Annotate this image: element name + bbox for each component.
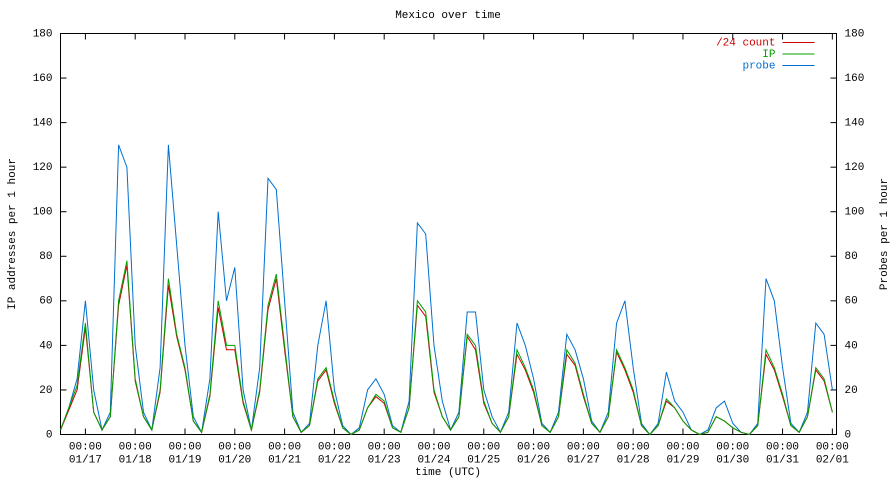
legend-label: IP [762,49,776,61]
x-tick-label: 00:00 01/25 [467,441,500,466]
x-tick-label: 00:00 01/27 [567,441,600,466]
x-tick-time: 00:00 [666,441,699,453]
x-tick-label: 00:00 01/23 [368,441,401,466]
series-line [60,144,833,436]
x-tick-time: 00:00 [567,441,600,453]
x-tick-label: 00:00 01/29 [666,441,699,466]
chart-title: Mexico over time [395,10,501,22]
x-tick-date: 01/23 [368,454,401,466]
y2-tick-label: 100 [845,207,865,219]
y-tick-label: 20 [39,385,52,397]
x-axis-label: time (UTC) [415,467,481,479]
x-tick-date: 01/24 [417,454,450,466]
plot-frame [60,33,837,435]
y2-tick-label: 60 [845,296,858,308]
x-tick-time: 00:00 [69,441,102,453]
x-tick-label: 00:00 01/28 [617,441,650,466]
x-tick-date: 01/30 [716,454,749,466]
x-tick-date: 01/22 [318,454,351,466]
x-tick-time: 00:00 [218,441,251,453]
y2-axis-label: Probes per 1 hour [879,178,891,290]
x-tick-label: 00:00 01/26 [517,441,550,466]
x-tick-date: 02/01 [816,454,849,466]
y-tick-label: 140 [33,118,53,130]
x-tick-time: 00:00 [268,441,301,453]
series-line [60,260,833,436]
y-tick-label: 0 [46,429,53,441]
x-tick-date: 01/26 [517,454,550,466]
x-tick-date: 01/29 [666,454,699,466]
y-tick-label: 180 [33,28,53,40]
x-tick-label: 00:00 01/30 [716,441,749,466]
y-tick-label: 100 [33,207,53,219]
x-tick-date: 01/31 [766,454,799,466]
y-tick-label: 120 [33,162,53,174]
y2-tick-label: 180 [845,28,865,40]
x-tick-label: 00:00 01/21 [268,441,301,466]
y2-tick-label: 80 [845,251,858,263]
x-tick-label: 00:00 02/01 [816,441,849,466]
y-tick-label: 60 [39,296,52,308]
x-tick-label: 00:00 01/31 [766,441,799,466]
x-tick-time: 00:00 [766,441,799,453]
x-tick-time: 00:00 [119,441,152,453]
x-tick-date: 01/20 [218,454,251,466]
x-tick-time: 00:00 [318,441,351,453]
x-tick-time: 00:00 [467,441,500,453]
series-line [60,265,833,436]
y-axis-label: IP addresses per 1 hour [7,158,19,310]
x-tick-label: 00:00 01/17 [69,441,102,466]
y2-tick-label: 0 [845,429,852,441]
x-tick-date: 01/17 [69,454,102,466]
x-tick-label: 00:00 01/19 [168,441,201,466]
legend-label: probe [742,60,775,72]
y2-tick-label: 40 [845,340,858,352]
y2-tick-label: 140 [845,118,865,130]
x-tick-time: 00:00 [168,441,201,453]
x-tick-label: 00:00 01/18 [119,441,152,466]
x-tick-date: 01/27 [567,454,600,466]
x-tick-label: 00:00 01/22 [318,441,351,466]
y2-tick-label: 120 [845,162,865,174]
x-tick-time: 00:00 [716,441,749,453]
x-tick-time: 00:00 [368,441,401,453]
x-tick-date: 01/19 [168,454,201,466]
x-tick-date: 01/25 [467,454,500,466]
x-tick-label: 00:00 01/20 [218,441,251,466]
legend-label: /24 count [716,37,775,49]
y2-tick-label: 160 [845,73,865,85]
x-tick-date: 01/18 [119,454,152,466]
x-tick-date: 01/21 [268,454,301,466]
y-tick-label: 40 [39,340,52,352]
x-tick-date: 01/28 [617,454,650,466]
x-tick-label: 00:00 01/24 [417,441,450,466]
y2-tick-label: 20 [845,385,858,397]
x-tick-time: 00:00 [417,441,450,453]
y-tick-label: 80 [39,251,52,263]
y-tick-label: 160 [33,73,53,85]
x-tick-time: 00:00 [517,441,550,453]
x-tick-time: 00:00 [816,441,849,453]
x-tick-time: 00:00 [617,441,650,453]
